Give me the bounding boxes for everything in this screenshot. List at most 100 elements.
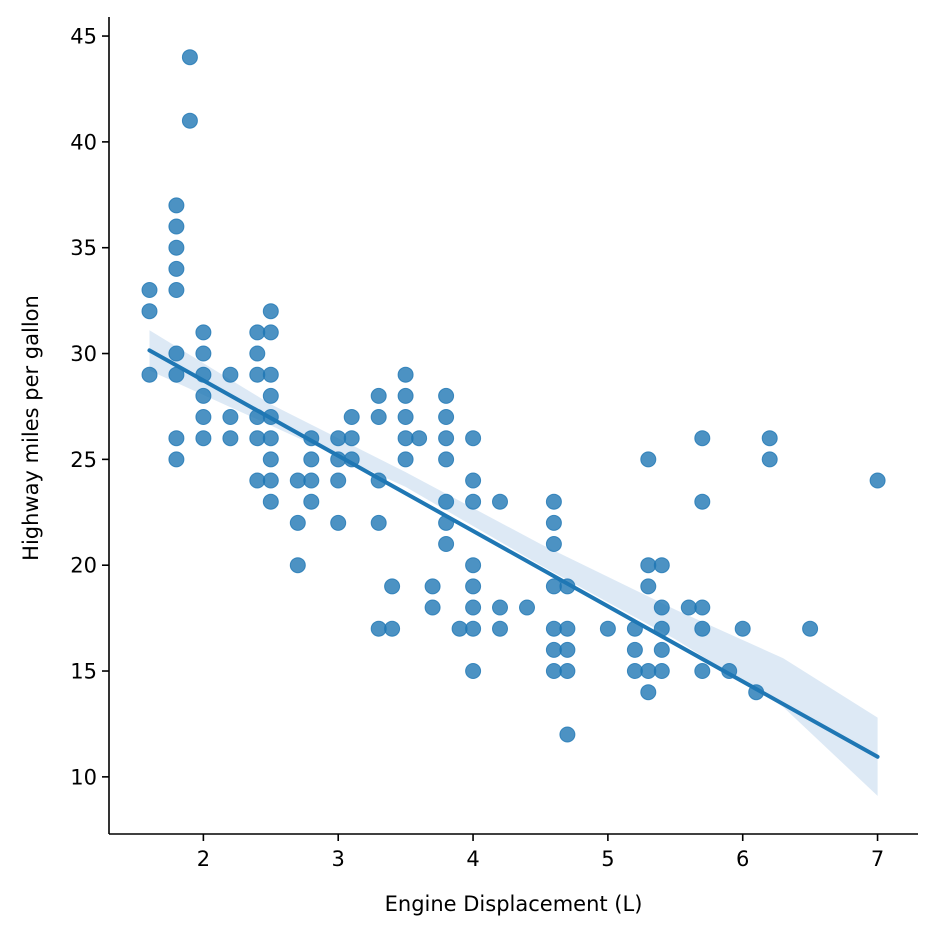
data-point	[451, 620, 468, 637]
x-tick-label: 6	[736, 847, 749, 871]
data-point	[289, 557, 306, 574]
data-point	[397, 387, 414, 404]
data-point	[545, 641, 562, 658]
y-tick-label: 25	[70, 448, 97, 472]
data-point	[802, 620, 819, 637]
data-point	[869, 472, 886, 489]
confidence-band-layer	[149, 330, 878, 796]
data-point	[559, 641, 576, 658]
data-point	[141, 303, 158, 320]
confidence-band	[149, 330, 878, 796]
data-point	[262, 472, 279, 489]
y-tick-label: 30	[70, 342, 97, 366]
data-point	[694, 620, 711, 637]
y-ticks-layer: 10 15 20 25 30 35 40 45	[70, 25, 109, 789]
data-point	[397, 366, 414, 383]
data-point	[424, 599, 441, 616]
data-point	[343, 430, 360, 447]
data-point	[694, 430, 711, 447]
regression-line-layer	[147, 348, 880, 759]
data-point	[640, 663, 657, 679]
data-point	[168, 239, 185, 256]
x-axis-label: Engine Displacement (L)	[385, 892, 643, 916]
y-axis-label: Highway miles per gallon	[19, 295, 43, 561]
data-point	[680, 599, 697, 616]
data-point	[424, 578, 441, 595]
data-point	[262, 451, 279, 468]
data-point	[303, 451, 320, 468]
x-tick-label: 3	[332, 847, 345, 871]
y-tick-label: 35	[70, 236, 97, 260]
data-point	[222, 366, 239, 383]
data-point	[195, 324, 212, 341]
data-point	[559, 726, 576, 743]
data-point	[465, 599, 482, 616]
data-point	[330, 430, 347, 447]
x-tick-label: 4	[466, 847, 479, 871]
x-tick-label: 2	[197, 847, 210, 871]
data-point	[262, 303, 279, 320]
data-point	[653, 557, 670, 574]
data-point	[249, 430, 266, 447]
data-point	[640, 684, 657, 701]
data-point	[519, 599, 535, 616]
data-point	[545, 493, 562, 510]
data-point	[640, 451, 657, 468]
data-point	[734, 620, 751, 637]
data-point	[626, 663, 643, 679]
data-point	[438, 409, 455, 425]
data-point	[343, 409, 360, 425]
data-point	[168, 218, 185, 235]
y-tick-label: 40	[70, 130, 97, 154]
data-point	[384, 578, 401, 595]
data-point	[262, 493, 279, 510]
x-tick-label: 7	[871, 847, 884, 871]
data-point	[599, 620, 616, 637]
data-point	[370, 514, 387, 531]
data-points-layer	[141, 49, 886, 743]
data-point	[303, 493, 320, 510]
data-point	[559, 663, 576, 679]
data-point	[438, 536, 455, 552]
data-point	[640, 578, 657, 595]
data-point	[141, 366, 158, 383]
data-point	[249, 366, 266, 383]
data-point	[222, 409, 239, 425]
data-point	[168, 197, 185, 214]
data-point	[492, 493, 508, 510]
data-point	[168, 451, 185, 468]
data-point	[438, 387, 455, 404]
data-point	[141, 282, 158, 298]
data-point	[653, 663, 670, 679]
data-point	[195, 387, 212, 404]
data-point	[330, 514, 347, 531]
data-point	[195, 345, 212, 362]
data-point	[397, 451, 414, 468]
data-point	[465, 663, 482, 679]
data-point	[168, 345, 185, 362]
data-point	[559, 620, 576, 637]
data-point	[168, 282, 185, 298]
data-point	[262, 387, 279, 404]
data-point	[694, 493, 711, 510]
data-point	[411, 430, 428, 447]
data-point	[289, 472, 306, 489]
data-point	[370, 620, 387, 637]
data-point	[465, 472, 482, 489]
data-point	[168, 260, 185, 277]
data-point	[181, 49, 198, 66]
data-point	[384, 620, 401, 637]
data-point	[694, 663, 711, 679]
regression-line	[147, 348, 880, 759]
data-point	[653, 641, 670, 658]
y-tick-label: 45	[70, 25, 97, 49]
x-ticks-layer: 2 3 4 5 6 7	[197, 834, 884, 871]
data-point	[370, 387, 387, 404]
data-point	[492, 620, 508, 637]
data-point	[262, 324, 279, 341]
axes-layer	[108, 17, 918, 835]
data-point	[168, 430, 185, 447]
y-tick-label: 15	[70, 660, 97, 684]
data-point	[249, 472, 266, 489]
